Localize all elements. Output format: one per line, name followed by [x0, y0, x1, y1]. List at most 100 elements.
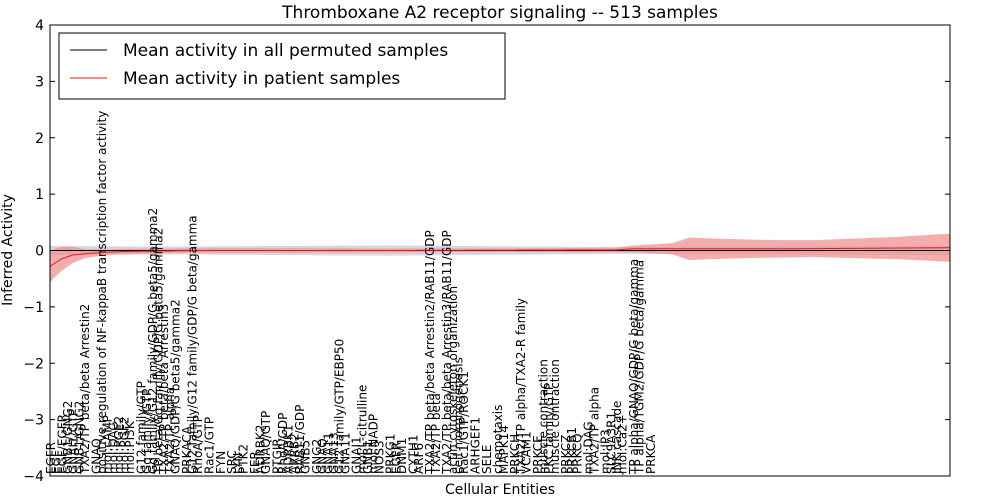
x-tick-labels: EGFREGFEGF/EGFRGNB1/GNG2GNAI1/GTPGNB1/GN…	[44, 111, 658, 475]
x-tick-label: PRKG1	[384, 434, 398, 474]
x-tick-label: Gq family/G12 family/GDP/G beta5/gamma2	[146, 208, 160, 474]
x-tick-label: GNAQ	[316, 438, 330, 474]
x-tick-label: SELE	[480, 445, 494, 474]
legend: Mean activity in all permuted samples Me…	[58, 32, 506, 100]
x-tick-label: mol:L-citrulline	[355, 385, 369, 474]
y-tick-label: 1	[35, 187, 44, 203]
x-tick-label: cell morphogenesis	[452, 357, 466, 474]
x-tick-label: ARHGEF1	[469, 417, 483, 474]
x-tick-label: positive regulation of NF-kappaB transcr…	[95, 111, 109, 474]
x-tick-label: Rac1/GTP/ROCK1	[457, 371, 471, 474]
x-tick-label: MAPK14	[497, 425, 511, 474]
y-tick-label: −2	[23, 356, 44, 372]
x-tick-label: mol:NADP	[367, 414, 381, 474]
x-tick-label: TP alpha/GNAQ/GDP/G beta/gamma	[627, 259, 641, 475]
x-tick-label: NOS3	[372, 440, 386, 474]
x-tick-label: muscle contraction	[548, 359, 562, 474]
x-tick-label: TXA2/TP beta/beta Arrestin3	[157, 304, 171, 475]
x-tick-label: GNAI1	[350, 436, 364, 474]
x-tick-label: ADRBK2	[253, 424, 267, 474]
x-tick-label: mol:cAMP	[101, 415, 115, 474]
x-tick-label: TP alpha/TGM2/GDP/G beta/gamma	[633, 260, 647, 475]
x-tick-label: RhoA/GTP	[191, 415, 205, 474]
x-tick-label: G12 family/G12 family/GDP/G beta/gamma	[186, 215, 200, 474]
y-tick-label: 2	[35, 131, 44, 147]
x-tick-label: SLC9A3R1	[604, 412, 618, 474]
x-tick-label: GNA11	[338, 432, 352, 474]
x-tick-label: PRKCB1	[565, 427, 579, 474]
x-tick-label: GNAI1/GTP	[67, 409, 81, 474]
x-tick-label: chemotaxis	[491, 405, 505, 474]
x-tick-label: GNB1	[361, 440, 375, 474]
patient-band	[50, 233, 950, 283]
y-axis-label: Inferred Activity	[0, 194, 16, 306]
x-tick-label: TXA2/TP alpha	[163, 387, 177, 475]
legend-box	[58, 32, 506, 100]
x-tick-label: GNB1/GNG2	[72, 401, 86, 474]
x-tick-label: mol:PI3K	[123, 420, 137, 474]
x-tick-label: PTGIR	[270, 438, 284, 474]
x-tick-label: PRKCQ	[570, 433, 584, 474]
x-tick-label: FYN	[214, 451, 228, 474]
x-tick-label: ARRB2	[287, 433, 301, 474]
x-tick-label: DNM1	[395, 438, 409, 474]
y-tick-label: 4	[35, 18, 44, 34]
x-tick-label: EGFR	[44, 442, 58, 474]
y-tick-label: −3	[23, 413, 44, 429]
x-tick-label: GNAQ/GDP/G beta5/gamma2	[169, 299, 183, 474]
x-tick-label: muscle contraction	[537, 359, 551, 474]
x-tick-label: GNA11	[321, 432, 335, 474]
x-tick-label: ADRBK1	[282, 424, 296, 474]
y-tick-label: −1	[23, 300, 44, 316]
x-tick-label: JNK cascade	[610, 401, 624, 475]
x-tick-label: mol:DAG	[106, 421, 120, 474]
x-tick-label: RAB11/GDP	[293, 405, 307, 474]
x-tick-label: EGFR	[389, 442, 403, 474]
x-tick-label: Gq family/GTP	[140, 389, 154, 474]
x-tick-label: mol:IP3	[599, 429, 613, 474]
x-tick-label: VCAM1	[520, 431, 534, 474]
y-tick-label: 3	[35, 74, 44, 90]
x-tick-label: TXA2/TP beta/beta Arrestin2/RAB11/GDP	[423, 230, 437, 475]
x-tick-label: PRKCE	[531, 435, 545, 474]
x-tick-label: actin cytoskeleton organization	[446, 286, 460, 474]
x-tick-label: mol:DAG	[582, 421, 596, 474]
x-tick-label: mol:PGE2	[112, 416, 126, 474]
x-tick-label: PRKCH	[508, 434, 522, 474]
x-tick-label: RhoA/GDP	[276, 413, 290, 474]
x-tick-label: EGF	[50, 450, 64, 474]
x-tick-label: TXA2/TP alpha	[587, 387, 601, 475]
y-axis: −4 −3 −2 −1 0 1 2 3 4	[23, 18, 950, 485]
legend-label-patient: Mean activity in patient samples	[123, 69, 400, 89]
x-tick-label: FER	[248, 451, 262, 474]
plot-area	[50, 233, 950, 283]
x-tick-label: PKC family/GTP	[542, 383, 556, 474]
y-tick-label: 0	[35, 244, 44, 260]
patient-mean-line	[50, 247, 950, 267]
x-tick-label: G12 family/GTP	[135, 381, 149, 474]
x-tick-label: PRKCZ	[559, 435, 573, 474]
x-axis-label: Cellular Entities	[445, 482, 555, 498]
x-tick-label: CYTH1	[406, 435, 420, 475]
x-tick-label: TXA2/TP beta/beta Arrestin3/RAB11/GDP	[440, 230, 454, 475]
x-tick-label: GNG2	[310, 439, 324, 474]
x-tick-label: GNAQ	[89, 438, 103, 474]
x-tick-label: PRKACA	[180, 425, 194, 474]
x-tick-label: TP beta/Gq family/GDP/G beta5/gamma2	[152, 228, 166, 475]
x-tick-label: GNB1/GNG2	[61, 401, 75, 474]
x-tick-label: GNAQ/GTP	[259, 411, 273, 474]
x-tick-label: TXA2/TP beta	[429, 393, 443, 475]
x-tick-label: mol:Ca2+	[616, 414, 630, 474]
x-tick-label: TXA2/TP alpha/TXA2-R family	[514, 298, 528, 475]
x-tick-label: Rac1/GTP	[203, 417, 217, 474]
legend-label-permuted: Mean activity in all permuted samples	[123, 41, 448, 61]
x-tick-label: GNB5	[299, 440, 313, 474]
x-tick-label: PTK2	[237, 444, 251, 474]
chart-title: Thromboxane A2 receptor signaling -- 513…	[281, 3, 718, 23]
x-tick-label: G12 family/GTP/EBP50	[333, 339, 347, 474]
x-tick-label: GNA13	[327, 432, 341, 474]
y-tick-label: −4	[23, 469, 44, 485]
x-tick-label: ARF6	[412, 443, 426, 474]
x-tick-label: SRC	[225, 450, 239, 474]
